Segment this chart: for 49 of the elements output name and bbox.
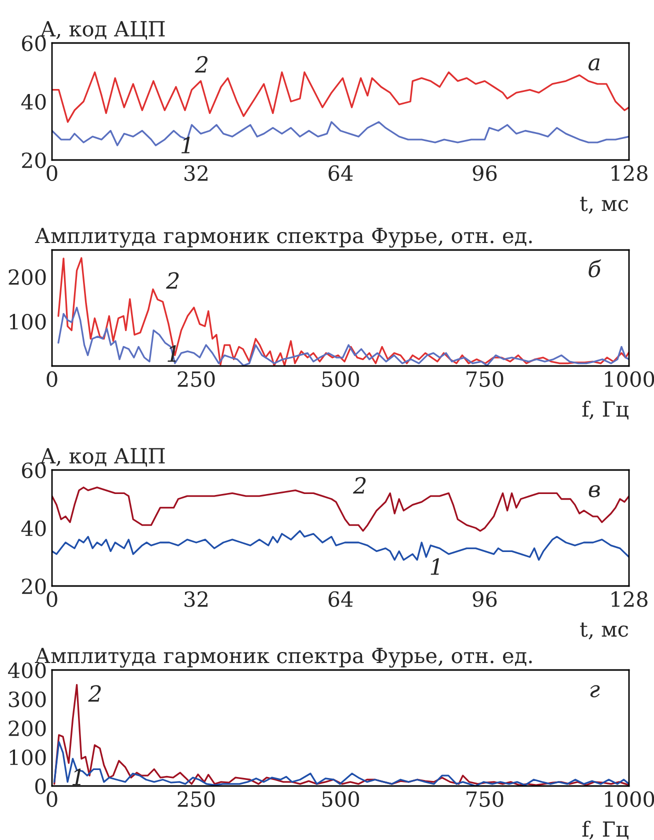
x-tick-label: 64	[328, 591, 353, 607]
x-tick-label: 32	[184, 591, 208, 607]
x-tick-label: 64	[328, 165, 353, 181]
x-tick-label: 0	[46, 165, 58, 181]
y-tick-label: 40	[21, 520, 46, 536]
y-tick-label: 100	[10, 749, 46, 766]
x-tick-label: 750	[466, 371, 504, 387]
annotation: б	[588, 260, 602, 278]
series-label: 1	[72, 768, 81, 786]
x-tick-label: 128	[612, 165, 648, 181]
x-tick-label: 500	[322, 371, 359, 387]
y-tick-label: 0	[35, 778, 46, 794]
y-tick-label: 100	[10, 314, 46, 330]
series-label: 2	[88, 685, 101, 702]
x-tick-label: 96	[472, 165, 497, 181]
x-tick-label: 128	[612, 591, 648, 607]
x-tick-label: 0	[46, 371, 58, 387]
x-tick-label: 0	[46, 791, 58, 807]
x-tick-label: 250	[178, 371, 215, 387]
annotation: в	[588, 485, 600, 498]
x-tick-label: 1000	[605, 371, 654, 387]
y-tick-label: 40	[21, 94, 46, 110]
y-tick-label: 20	[22, 152, 46, 168]
x-tick-label: 32	[184, 165, 208, 181]
line-series	[52, 71, 629, 123]
annotation: а	[588, 58, 600, 71]
series-label: 1	[430, 558, 439, 575]
y-tick-label: 200	[8, 720, 46, 736]
y-axis-title: Амплитуда гармоник спектра Фурье, отн. ед.	[34, 228, 532, 248]
line-series	[58, 306, 629, 366]
series-label: 2	[352, 477, 366, 494]
series-label: 2	[194, 56, 208, 73]
y-tick-label: 300	[8, 691, 46, 708]
x-tick-label: 1000	[605, 791, 654, 807]
series-label: 1	[182, 136, 190, 154]
series-label: 2	[166, 272, 179, 289]
x-tick-label: 250	[178, 791, 215, 807]
y-tick-label: 20	[22, 578, 46, 594]
line-series	[58, 257, 629, 366]
x-tick-label: 750	[466, 791, 504, 807]
x-axis-title: t, мс	[580, 196, 628, 214]
x-axis-title: f, Гц	[582, 820, 628, 840]
x-axis-title: f, Гц	[582, 400, 628, 420]
y-tick-label: 200	[8, 269, 46, 285]
x-tick-label: 0	[46, 591, 58, 607]
x-axis-title: t, мс	[580, 622, 628, 640]
x-tick-label: 96	[472, 591, 497, 607]
annotation: г	[590, 685, 600, 698]
x-tick-label: 500	[322, 791, 359, 807]
